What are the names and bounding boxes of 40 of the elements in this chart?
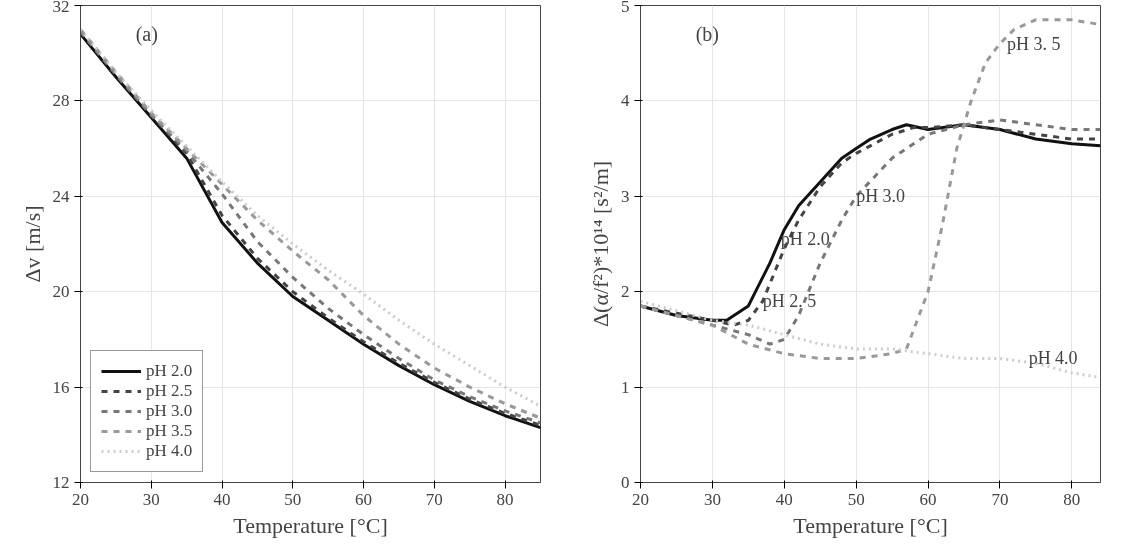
x-tick-label: 70 [425,489,443,509]
annotation: pH 4.0 [1028,348,1078,369]
annotation: (a) [135,23,158,47]
legend-label: pH 4.0 [146,441,193,461]
y-tick-label: 5 [621,0,630,16]
y-axis-title: Δv [m/s] [19,205,45,283]
x-tick-label: 60 [355,489,373,509]
x-tick-label: 40 [775,489,793,509]
x-tick-label: 40 [213,489,231,509]
y-tick-label: 28 [52,91,70,111]
legend-label: pH 3.5 [146,421,193,441]
x-tick-label: 20 [72,489,89,509]
x-tick-label: 30 [142,489,160,509]
x-axis-title: Temperature [°C] [793,512,948,538]
x-tick-label: 80 [1063,489,1081,509]
y-tick-label: 32 [52,0,70,16]
annotation: pH 2. 5 [762,291,817,312]
x-tick-label: 70 [991,489,1009,509]
legend-label: pH 3.0 [146,401,193,421]
x-tick-label: 30 [703,489,721,509]
x-tick-label: 50 [284,489,302,509]
y-tick-label: 20 [52,282,70,302]
y-tick-label: 2 [621,282,630,302]
y-tick-label: 0 [621,473,630,492]
y-tick-label: 24 [52,186,70,206]
legend-label: pH 2.0 [146,361,193,381]
annotation: (b) [695,23,720,47]
annotation: pH 3. 5 [1007,33,1061,54]
x-tick-label: 50 [847,489,865,509]
x-tick-label: 80 [496,489,514,509]
x-tick-label: 60 [919,489,937,509]
legend-label: pH 2.5 [146,381,193,401]
y-tick-label: 3 [621,186,630,206]
y-tick-label: 16 [52,377,70,397]
y-tick-label: 12 [52,473,70,492]
annotation: pH 3.0 [856,186,906,207]
y-tick-label: 1 [621,377,630,397]
y-axis-title: Δ(α/f²)*10¹⁴ [s²/m] [588,160,613,328]
y-tick-label: 4 [621,91,630,111]
x-axis-title: Temperature [°C] [233,512,388,538]
